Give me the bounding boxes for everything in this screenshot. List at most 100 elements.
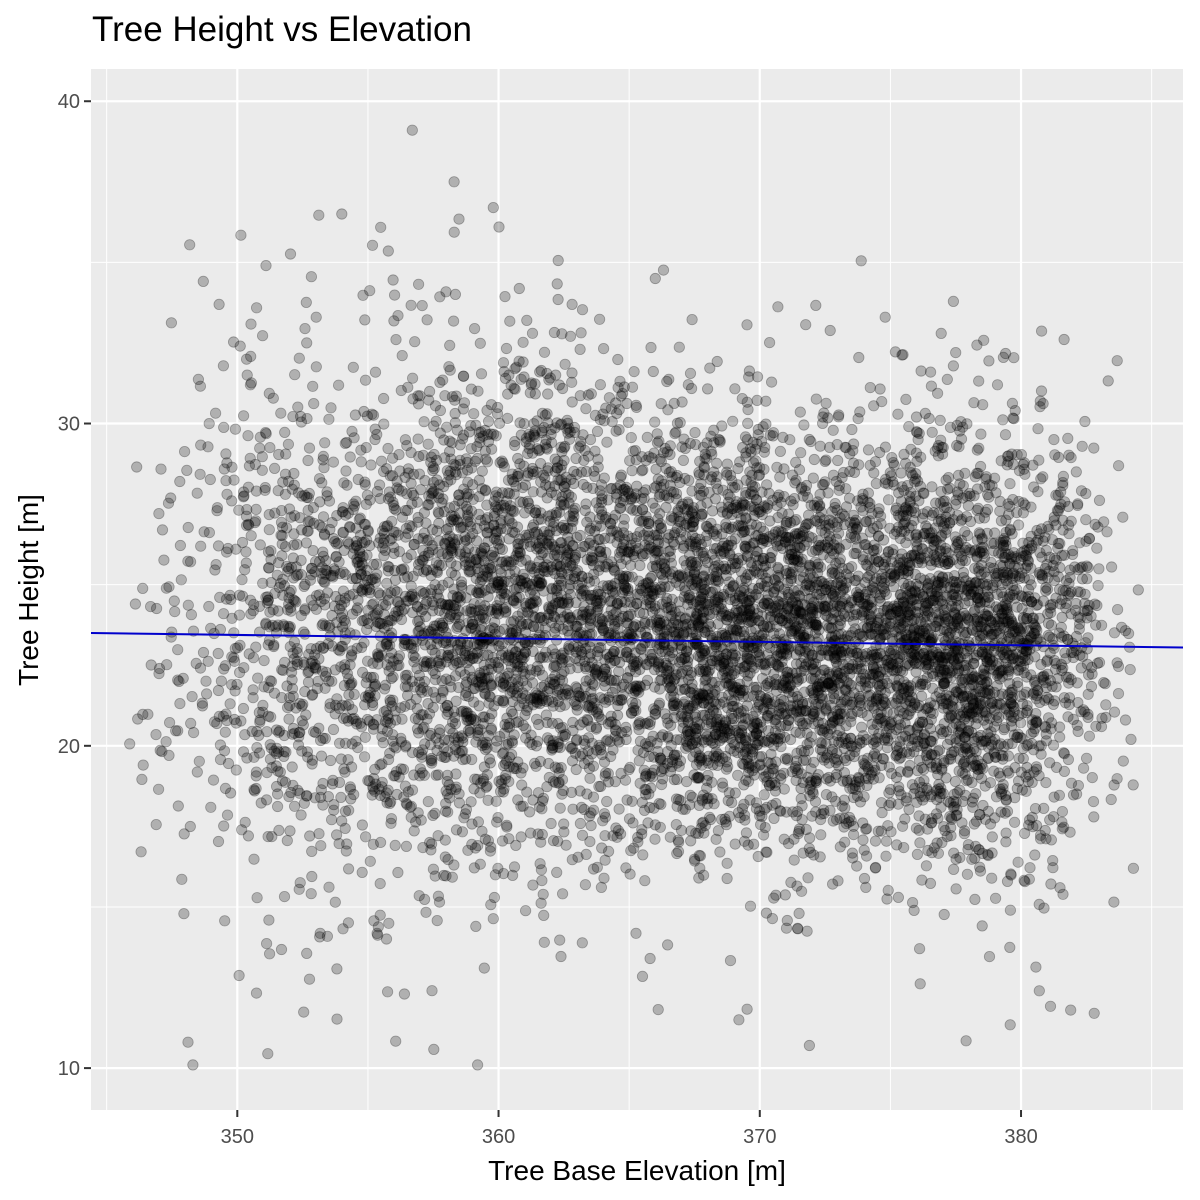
- data-point: [632, 719, 644, 731]
- data-point: [226, 679, 238, 691]
- data-point: [494, 594, 506, 606]
- data-point: [284, 602, 297, 614]
- data-point: [519, 709, 531, 721]
- data-point: [282, 475, 295, 487]
- data-point: [347, 504, 359, 516]
- data-point: [667, 653, 679, 665]
- data-point: [288, 467, 300, 480]
- data-point: [436, 675, 448, 687]
- data-point: [390, 1035, 402, 1047]
- data-point: [266, 619, 279, 632]
- data-point: [271, 788, 284, 800]
- data-point: [340, 712, 352, 724]
- data-point: [236, 574, 248, 586]
- data-point: [372, 929, 384, 941]
- data-point: [213, 298, 225, 310]
- data-point: [532, 528, 544, 541]
- data-point: [495, 523, 507, 535]
- data-point: [684, 367, 697, 379]
- data-point: [339, 822, 351, 835]
- data-point: [489, 869, 501, 881]
- data-point: [282, 438, 294, 450]
- data-point: [328, 563, 340, 575]
- data-point: [636, 465, 648, 477]
- data-point: [556, 888, 569, 900]
- data-point: [504, 315, 516, 327]
- data-point: [182, 521, 194, 534]
- data-point: [354, 529, 367, 541]
- data-point: [188, 726, 200, 739]
- data-point: [290, 570, 303, 582]
- data-point: [503, 833, 515, 845]
- data-point: [590, 744, 603, 756]
- data-point: [356, 866, 368, 879]
- data-point: [598, 624, 610, 637]
- data-point: [170, 725, 182, 737]
- data-point: [429, 807, 441, 820]
- data-point: [330, 538, 343, 550]
- data-point: [706, 448, 718, 460]
- data-point: [211, 717, 223, 730]
- data-point: [384, 614, 396, 626]
- data-point: [538, 909, 550, 922]
- data-point: [475, 545, 487, 557]
- data-point: [435, 559, 448, 572]
- data-point: [450, 608, 462, 621]
- data-point: [729, 838, 741, 850]
- data-point: [546, 509, 558, 521]
- data-point: [295, 568, 307, 581]
- data-point: [340, 700, 352, 712]
- data-point: [626, 795, 638, 807]
- data-point: [689, 426, 701, 439]
- data-point: [666, 471, 678, 483]
- data-point: [271, 742, 283, 754]
- data-point: [301, 947, 313, 960]
- data-point: [461, 657, 473, 669]
- data-point: [419, 586, 431, 599]
- data-point: [163, 749, 175, 762]
- data-point: [276, 521, 289, 533]
- data-point: [741, 319, 753, 331]
- data-point: [210, 407, 222, 419]
- data-point: [327, 723, 340, 736]
- data-point: [661, 375, 673, 388]
- data-point: [425, 844, 437, 856]
- data-point: [245, 350, 257, 362]
- data-point: [422, 697, 434, 710]
- data-point: [274, 577, 287, 589]
- data-point: [537, 546, 549, 559]
- data-point: [207, 774, 220, 786]
- data-point: [367, 699, 379, 712]
- data-point: [245, 377, 257, 389]
- data-point: [317, 732, 329, 744]
- data-point: [466, 671, 478, 684]
- data-point: [371, 648, 384, 660]
- data-point: [701, 798, 714, 810]
- data-point: [559, 728, 572, 741]
- data-point: [551, 584, 563, 597]
- data-point: [576, 304, 589, 316]
- data-point: [595, 594, 607, 607]
- data-point: [237, 702, 249, 715]
- data-point: [399, 700, 411, 712]
- data-point: [593, 710, 605, 723]
- data-point: [350, 715, 362, 727]
- data-point: [453, 489, 465, 501]
- data-point: [371, 714, 383, 726]
- data-point: [553, 572, 566, 585]
- data-point: [584, 636, 596, 648]
- data-point: [599, 770, 611, 782]
- data-point: [283, 790, 295, 803]
- data-point: [552, 254, 564, 267]
- data-point: [394, 465, 406, 477]
- data-point: [595, 881, 608, 894]
- data-point: [313, 209, 325, 221]
- data-point: [266, 830, 278, 843]
- data-point: [301, 790, 313, 802]
- data-point: [287, 690, 299, 702]
- data-point: [388, 610, 400, 622]
- data-point: [296, 490, 308, 502]
- data-point: [330, 551, 342, 563]
- data-point: [561, 562, 573, 574]
- data-point: [172, 674, 184, 686]
